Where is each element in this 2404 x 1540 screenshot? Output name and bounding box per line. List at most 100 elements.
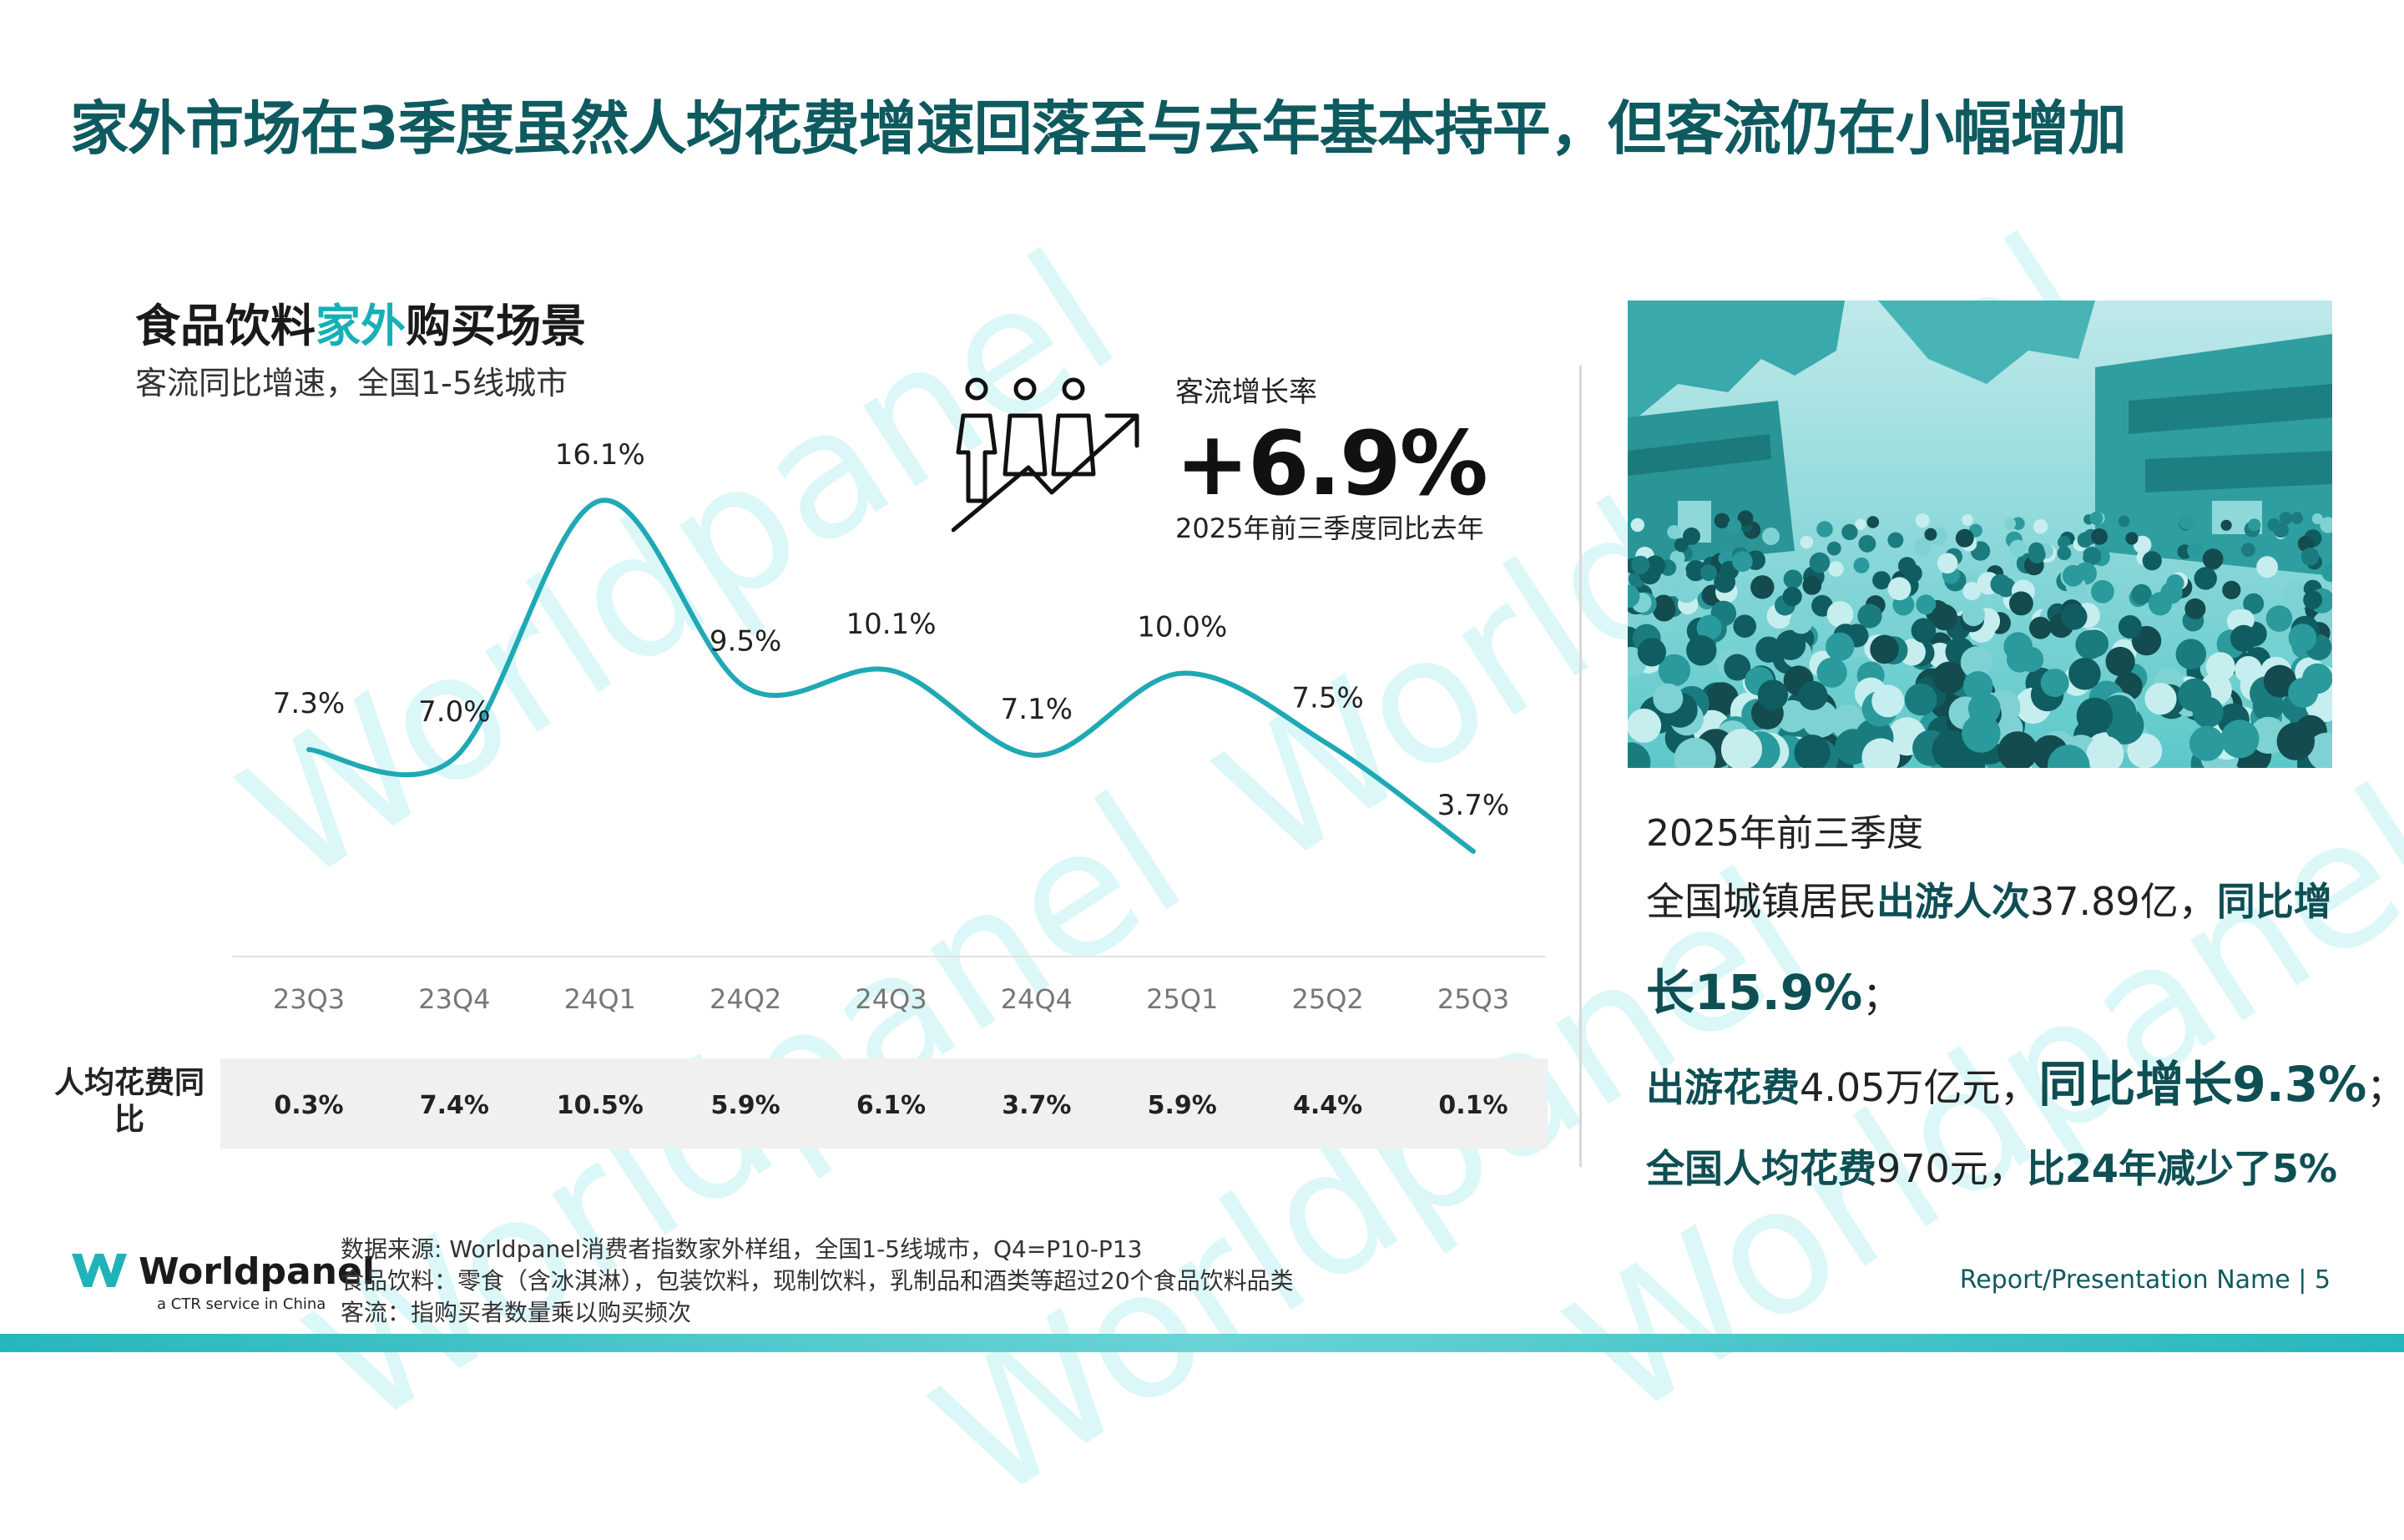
crowd-dot (2091, 579, 2114, 603)
crowd-dot (1669, 550, 1685, 566)
crowd-dot (2018, 646, 2044, 673)
spend-row-value: 7.4% (420, 1091, 489, 1120)
crowd-dot (2091, 528, 2108, 545)
crowd-dot (2184, 598, 2206, 619)
crowd-dot (2033, 519, 2048, 534)
people-growth-arrow-icon (952, 377, 1139, 533)
crowd-dot (1658, 654, 1691, 687)
right-panel-heading: 2025年前三季度 (1646, 812, 1923, 855)
crowd-dot (1887, 577, 1912, 601)
data-label: 3.7% (1437, 789, 1509, 822)
kpi-label: 客流增长率 (1175, 376, 1317, 409)
crowd-dot (1628, 708, 1662, 743)
crowd-dot (2076, 697, 2114, 735)
crowd-dot (1683, 527, 1700, 545)
spend-row-value: 6.1% (856, 1091, 926, 1120)
crowd-dot (2220, 720, 2260, 759)
crowd-dot (1916, 594, 1937, 615)
crowd-dot (1782, 587, 1802, 607)
crowd-dot (2082, 547, 2102, 566)
crowd-dot (2205, 652, 2235, 682)
crowd-dot (1835, 729, 1871, 765)
data-label: 7.0% (418, 695, 490, 729)
crowd-dot (2202, 548, 2224, 569)
crowd-dot (1700, 564, 1717, 582)
crowd-dot (2273, 522, 2289, 538)
x-tick-label: 25Q3 (1437, 983, 1509, 1015)
page-footer-label: Report/Presentation Name | 5 (1959, 1265, 2331, 1295)
crowd-dot (2142, 551, 2162, 571)
crowd-dot (1898, 557, 1917, 575)
rp-line2-post: ； (1862, 973, 1901, 1018)
crowd-dot (2232, 608, 2255, 631)
crowd-dot (1674, 579, 1699, 603)
crowd-dot (1789, 610, 1813, 634)
crowd-dot (2133, 535, 2152, 554)
crowd-dot (1853, 557, 1870, 573)
spend-row-value: 5.9% (1148, 1091, 1217, 1120)
spend-row-value: 10.5% (557, 1091, 644, 1120)
crowd-dot (2235, 656, 2262, 684)
rp-line3-bold2: 同比增长9.3% (2038, 1056, 2367, 1113)
crowd-dot (1955, 528, 1974, 548)
rp-line4-bold: 全国人均花费 (1646, 1146, 1876, 1191)
crowd-dot (2240, 543, 2255, 558)
crowd-dot (1762, 528, 1780, 545)
crowd-dot (2127, 733, 2163, 768)
crowd-dot (2321, 563, 2332, 583)
crowd-dot (2300, 548, 2320, 566)
data-label: 10.0% (1137, 611, 1227, 644)
section-title-highlight: 家外 (316, 300, 406, 352)
crowd-dot (1705, 682, 1739, 716)
crowd-dot (1887, 532, 1904, 548)
crowd-dot (2009, 539, 2027, 558)
crowd-dot (1714, 512, 1730, 528)
source-line: 客流：指购买者数量乘以购买频次 (341, 1299, 692, 1326)
crowd-dot (2086, 735, 2124, 768)
spend-row-band (220, 1058, 1548, 1149)
crowd-dot (2243, 593, 2265, 614)
crowd-dot (2077, 532, 2093, 548)
x-tick-label: 25Q1 (1146, 983, 1218, 1015)
crowd-dot (1816, 657, 1847, 688)
crowd-dot (2061, 603, 2088, 630)
crowd-dot (1915, 513, 1930, 528)
spend-row-value: 5.9% (711, 1091, 780, 1120)
x-tick-label: 23Q3 (273, 983, 345, 1015)
crowd-dot (2028, 542, 2045, 558)
crowd-dot (2012, 517, 2025, 530)
spend-row-value: 3.7% (1002, 1091, 1071, 1120)
data-label: 7.1% (1001, 693, 1073, 726)
spend-row-value: 4.4% (1293, 1091, 1362, 1120)
spend-row-value: 0.1% (1438, 1091, 1508, 1120)
crowd-dot (1775, 699, 1809, 733)
crowd-dot (1720, 729, 1763, 768)
logo-tagline: a CTR service in China (157, 1295, 326, 1313)
rp-line4-bold2: 比24年减少了5% (2026, 1146, 2337, 1191)
crowd-dot (1914, 541, 1930, 557)
crowd-dot (1932, 730, 1972, 768)
data-label: 10.1% (846, 608, 936, 641)
crowd-dot (2125, 532, 2139, 545)
rp-line3-bold: 出游花费 (1646, 1065, 1800, 1110)
x-tick-label: 25Q2 (1291, 983, 1363, 1015)
crowd-dot (2279, 512, 2293, 525)
crowd-dot (1737, 510, 1754, 527)
logo-text: Worldpanel (139, 1250, 375, 1293)
crowd-dot (1962, 514, 1973, 526)
section-subtitle: 客流同比增速，全国1-5线城市 (135, 365, 568, 401)
crowd-dot (1858, 535, 1876, 553)
crowd-dot (2057, 546, 2072, 561)
crowd-dot (2058, 535, 2071, 549)
crowd-dot (2194, 567, 2217, 590)
crowd-dot (1990, 573, 2011, 595)
crowd-dot (2320, 517, 2332, 533)
crowd-dot (1828, 561, 1844, 577)
crowd-dot (1674, 737, 1716, 768)
crowd-dot (1816, 521, 1833, 538)
crowd-dot (1653, 683, 1684, 714)
rp-line1-pre: 全国城镇居民 (1646, 879, 1876, 924)
crowd-dot (1724, 654, 1751, 681)
footer-source-notes: 数据来源: Worldpanel消费者指数家外样组，全国1-5线城市，Q4=P1… (341, 1234, 1294, 1329)
kpi-subtitle: 2025年前三季度同比去年 (1175, 512, 1484, 544)
